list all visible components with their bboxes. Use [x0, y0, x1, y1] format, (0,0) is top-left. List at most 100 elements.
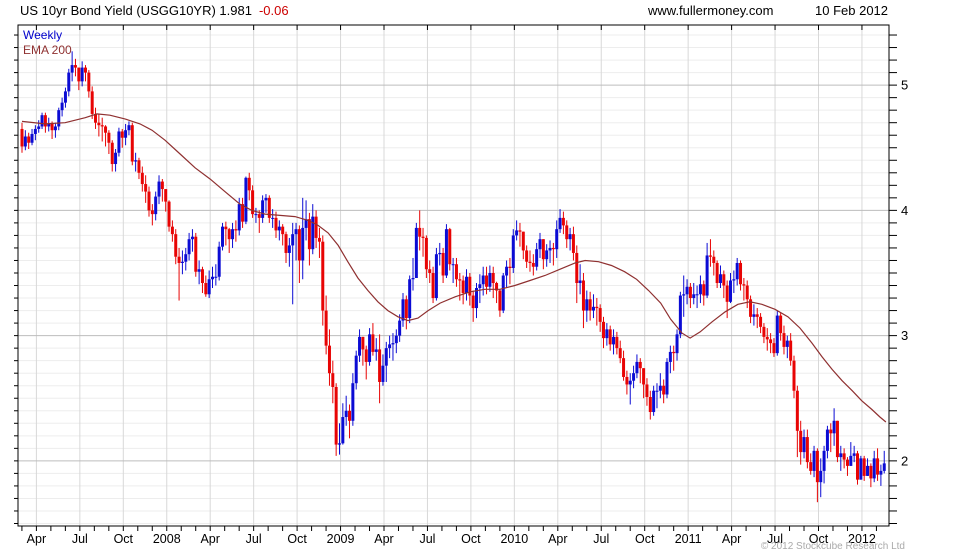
- x-axis-label: Apr: [548, 532, 567, 546]
- candle-down: [378, 349, 382, 382]
- candle-up: [124, 130, 128, 138]
- candle-down: [845, 459, 849, 466]
- candle-up: [301, 227, 305, 261]
- candle-down: [284, 234, 288, 253]
- candle-up: [254, 214, 258, 216]
- candle-up: [221, 226, 225, 247]
- candle-up: [675, 334, 679, 354]
- candle-up: [635, 361, 639, 374]
- candle-up: [344, 410, 348, 418]
- candle-down: [274, 217, 278, 231]
- x-axis-label: 2012: [848, 532, 876, 546]
- candle-down: [441, 252, 445, 276]
- chart-title: US 10yr Bond Yield (USGG10YR) 1.981 -0.06: [20, 3, 289, 18]
- candle-up: [705, 255, 709, 296]
- candle-down: [43, 115, 47, 127]
- candle-up: [408, 279, 412, 319]
- candle-up: [237, 204, 241, 231]
- x-axis-label: Oct: [287, 532, 307, 546]
- candle-down: [541, 239, 545, 260]
- candle-down: [361, 336, 365, 350]
- candle-down: [688, 286, 692, 299]
- candle-up: [698, 284, 702, 295]
- candle-down: [725, 285, 729, 302]
- candle-down: [431, 272, 435, 299]
- candle-up: [511, 235, 515, 268]
- candle-down: [648, 396, 652, 413]
- candle-up: [271, 217, 275, 219]
- candle-down: [50, 123, 54, 131]
- x-axis-label: Jul: [593, 532, 609, 546]
- candle-down: [702, 284, 706, 296]
- candle-down: [107, 132, 111, 143]
- candle-up: [535, 249, 539, 267]
- candle-down: [779, 315, 783, 334]
- x-axis-label: Oct: [809, 532, 829, 546]
- candle-down: [625, 376, 629, 385]
- candle-down: [856, 453, 859, 480]
- candle-up: [217, 246, 221, 277]
- candle-down: [485, 275, 489, 287]
- candle-up: [197, 269, 201, 272]
- candle-down: [137, 160, 141, 173]
- candle-down: [317, 237, 321, 242]
- candle-down: [495, 283, 499, 291]
- candle-up: [849, 455, 853, 466]
- candle-up: [668, 351, 672, 362]
- candle-up: [434, 254, 438, 299]
- y-axis-label: 5: [901, 78, 908, 93]
- candle-up: [384, 348, 388, 366]
- candle-down: [448, 229, 452, 265]
- candle-up: [214, 276, 218, 278]
- candle-up: [231, 229, 235, 240]
- candle-down: [712, 256, 716, 263]
- candle-up: [114, 152, 118, 165]
- candle-down: [531, 262, 535, 267]
- candle-up: [117, 131, 121, 153]
- website-link[interactable]: www.fullermoney.com: [648, 3, 774, 18]
- candle-down: [167, 201, 171, 227]
- candle-down: [792, 360, 796, 391]
- candle-down: [321, 241, 325, 311]
- candle-up: [568, 234, 572, 240]
- candle-up: [411, 278, 415, 280]
- candle-up: [538, 239, 542, 250]
- candle-down: [324, 310, 328, 346]
- candle-up: [735, 262, 739, 280]
- candle-up: [261, 200, 265, 218]
- candle-up: [63, 91, 67, 103]
- candle-up: [398, 320, 402, 336]
- candle-down: [104, 126, 108, 133]
- candle-up: [244, 177, 248, 222]
- candle-up: [612, 336, 616, 345]
- y-axis-label: 2: [901, 453, 908, 468]
- candle-down: [461, 280, 465, 294]
- candle-down: [862, 458, 866, 476]
- candle-up: [832, 420, 836, 434]
- candle-up: [655, 390, 659, 392]
- candle-up: [628, 380, 632, 385]
- candle-down: [598, 308, 602, 322]
- candle-down: [174, 234, 178, 257]
- candle-up: [695, 294, 699, 296]
- x-axis-label: 2010: [500, 532, 528, 546]
- candle-down: [194, 236, 198, 272]
- candle-up: [30, 133, 34, 143]
- x-axis-label: Oct: [461, 532, 481, 546]
- candle-up: [47, 123, 51, 127]
- candle-down: [130, 125, 134, 162]
- candle-down: [404, 299, 408, 319]
- candle-up: [632, 373, 636, 381]
- candle-down: [177, 256, 181, 263]
- candle-down: [334, 386, 338, 445]
- candle-down: [829, 429, 833, 434]
- candle-down: [20, 128, 24, 147]
- candle-down: [428, 269, 432, 273]
- candle-up: [304, 219, 308, 228]
- candle-down: [327, 345, 331, 374]
- x-axis-label: 2011: [675, 532, 702, 546]
- x-axis-label: Apr: [27, 532, 46, 546]
- candle-down: [281, 226, 285, 235]
- candle-down: [144, 184, 148, 192]
